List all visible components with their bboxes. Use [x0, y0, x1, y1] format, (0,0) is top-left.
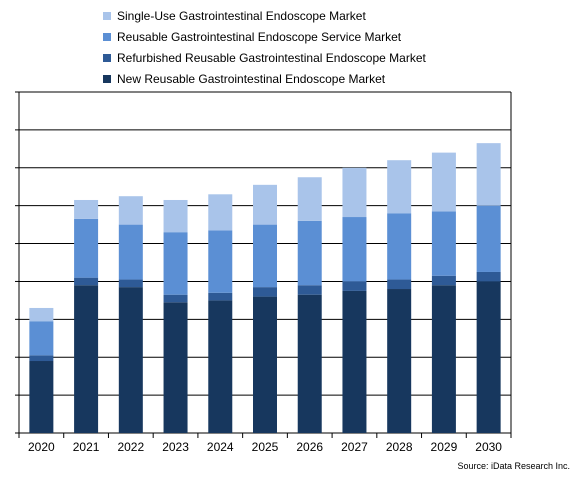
legend-swatch-new-reusable [103, 75, 111, 83]
bar-segment [476, 205, 501, 272]
bar-segment [118, 287, 143, 433]
bar-segment [163, 232, 188, 295]
x-tick-label: 2024 [207, 440, 234, 454]
bar-segment [253, 296, 277, 433]
legend-swatch-refurbished [103, 54, 111, 62]
bar-segment [253, 224, 277, 288]
bar-segment [208, 230, 233, 293]
x-tick-label: 2021 [73, 440, 100, 454]
bar-segment [29, 355, 54, 362]
bar-segment [342, 217, 367, 282]
legend-label-service: Reusable Gastrointestinal Endoscope Serv… [117, 30, 402, 44]
bar-segment [431, 152, 456, 212]
source-note: Source: iData Research Inc. [457, 461, 570, 471]
bar-segment [163, 302, 188, 433]
bar-segment [297, 177, 322, 221]
legend-swatch-single-use [103, 12, 111, 20]
bar-segment [118, 196, 143, 225]
bar-segment [208, 194, 233, 231]
bar-segment [29, 321, 54, 356]
x-tick-label: 2025 [252, 440, 279, 454]
legend-swatch-service [103, 33, 111, 41]
bar-segment [342, 281, 367, 291]
bar-segment [29, 307, 54, 322]
bar-segment [387, 289, 412, 433]
bar-segment [431, 211, 456, 276]
bar-segment [118, 279, 143, 288]
bar-segment [476, 271, 501, 282]
x-tick-label: 2022 [117, 440, 144, 454]
bar-segment [387, 279, 412, 290]
bar-segment [297, 294, 322, 433]
bar-segment [74, 277, 99, 286]
bar-segment [253, 184, 277, 225]
bar-segment [74, 199, 99, 219]
x-tick-label: 2027 [341, 440, 368, 454]
bar-segment [431, 275, 456, 286]
x-tick-label: 2029 [431, 440, 458, 454]
bar-segment [297, 220, 322, 286]
bar-segment [253, 287, 277, 297]
legend-label-single-use: Single-Use Gastrointestinal Endoscope Ma… [117, 9, 366, 23]
legend-label-refurbished: Refurbished Reusable Gastrointestinal En… [117, 51, 426, 65]
bar-segment [74, 218, 99, 278]
bar-segment [431, 285, 456, 433]
bar-segment [118, 224, 143, 280]
bar-segment [297, 285, 322, 295]
bar-segment [208, 292, 233, 301]
x-tick-label: 2028 [386, 440, 413, 454]
bar-segment [163, 294, 188, 303]
bar-segment [387, 213, 412, 280]
x-tick-label: 2026 [296, 440, 323, 454]
bar-segment [342, 290, 367, 433]
x-tick-label: 2020 [28, 440, 55, 454]
bar-segment [476, 143, 501, 206]
bar-segment [74, 285, 99, 433]
x-tick-label: 2030 [475, 440, 502, 454]
bar-segment [342, 167, 367, 218]
bar-segment [163, 199, 188, 233]
legend-label-new-reusable: New Reusable Gastrointestinal Endoscope … [117, 72, 386, 86]
bar-segment [476, 281, 501, 433]
bar-segment [29, 361, 54, 433]
bar-segment [208, 300, 233, 433]
x-tick-label: 2023 [162, 440, 189, 454]
bar-segment [387, 160, 412, 214]
